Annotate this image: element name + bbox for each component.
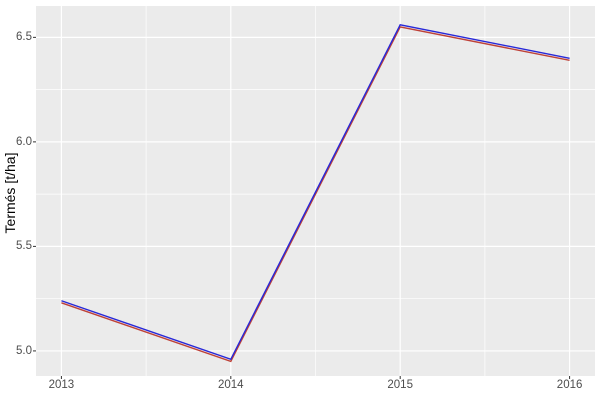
y-tick-label-5.0: 5.0: [16, 344, 32, 357]
x-tick-label-2015: 2015: [387, 379, 413, 391]
y-axis-title: Termés [t/ha]: [2, 152, 18, 234]
series-blue-line: [61, 24, 570, 361]
x-tick-label-2013: 2013: [48, 379, 75, 391]
series-red-line: [61, 26, 570, 363]
x-tick-label-2016: 2016: [556, 379, 583, 391]
y-tick-label-6.5: 6.5: [16, 31, 32, 43]
x-tick-label-2014: 2014: [218, 379, 244, 391]
y-tick-label-6.0: 6.0: [16, 135, 32, 148]
y-tick-label-5.5: 5.5: [16, 240, 32, 252]
